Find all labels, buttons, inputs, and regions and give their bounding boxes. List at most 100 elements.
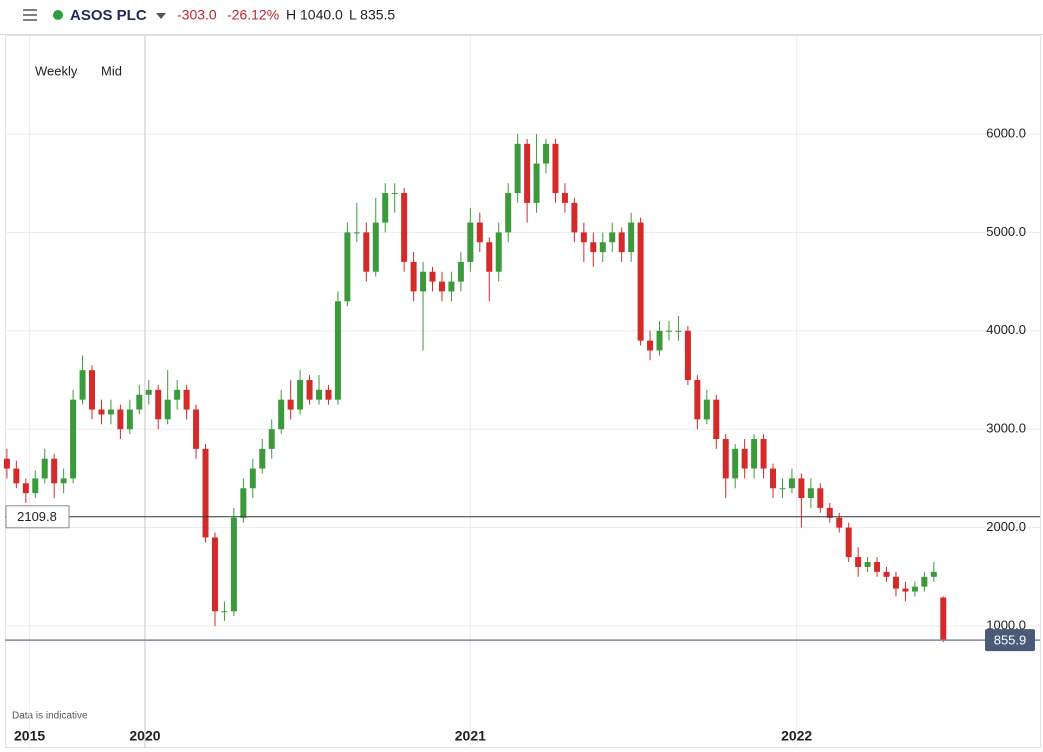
- candle-body: [505, 193, 512, 233]
- candle-body: [79, 370, 86, 400]
- y-tick-label: 1000.0: [986, 617, 1026, 632]
- price-mode[interactable]: Mid: [101, 63, 122, 78]
- candle-body: [22, 483, 29, 494]
- reference-label: 2109.8: [17, 509, 57, 524]
- candle-body: [174, 389, 181, 400]
- high-text: H 1040.0: [286, 7, 343, 23]
- x-tick-label: 2022: [781, 728, 812, 744]
- candle-body: [202, 448, 209, 538]
- candle-body: [760, 439, 767, 469]
- candle-body: [779, 488, 786, 490]
- candle-body: [297, 379, 304, 410]
- candle-body: [495, 232, 502, 272]
- x-tick-label: 2021: [455, 728, 486, 744]
- candle-body: [647, 340, 654, 351]
- candle-body: [703, 399, 710, 420]
- candle-body: [268, 429, 275, 449]
- y-tick-label: 4000.0: [986, 322, 1026, 337]
- candle-body: [41, 458, 48, 479]
- candle-body: [628, 222, 635, 253]
- candle-body: [883, 571, 890, 577]
- candle-body: [117, 409, 124, 430]
- x-tick-label: 2015: [14, 728, 45, 744]
- candle-body: [533, 163, 540, 203]
- menu-icon[interactable]: [23, 9, 37, 21]
- candle-body: [136, 394, 143, 410]
- candle-body: [89, 370, 96, 410]
- interval[interactable]: Weekly: [35, 63, 78, 78]
- candle-body: [126, 409, 133, 430]
- dropdown-arrow[interactable]: [156, 13, 166, 19]
- candle-body: [60, 478, 67, 484]
- change-pct: -26.12%: [227, 7, 279, 23]
- candle-body: [864, 562, 871, 567]
- candle-body: [770, 468, 777, 489]
- candle-body: [107, 409, 114, 415]
- candle-body: [32, 478, 39, 494]
- candle-body: [344, 232, 351, 302]
- candle-body: [410, 261, 417, 292]
- instrument-name[interactable]: ASOS PLC: [70, 7, 147, 24]
- y-tick-label: 2000.0: [986, 519, 1026, 534]
- candle-body: [807, 488, 814, 499]
- low-text: L 835.5: [349, 7, 395, 23]
- candle-body: [221, 611, 228, 613]
- candle-body: [665, 330, 672, 332]
- candle-body: [618, 232, 625, 253]
- candle-body: [845, 527, 852, 558]
- candle-body: [382, 193, 389, 223]
- x-tick-label: 2020: [129, 728, 160, 744]
- candle-body: [855, 557, 862, 567]
- candle-body: [713, 399, 720, 440]
- candle-body: [892, 576, 899, 589]
- candle-body: [70, 399, 77, 479]
- candle-body: [325, 389, 332, 400]
- candle-body: [51, 458, 58, 484]
- candle-body: [911, 586, 918, 592]
- candle-body: [599, 242, 606, 253]
- candle-body: [552, 143, 559, 194]
- change: -303.0: [177, 7, 217, 23]
- y-tick-label: 6000.0: [986, 125, 1026, 140]
- candle-body: [467, 222, 474, 262]
- candle-body: [817, 488, 824, 508]
- candle-body: [287, 399, 294, 410]
- candle-body: [788, 478, 795, 489]
- candle-body: [249, 468, 256, 489]
- candle-body: [401, 193, 408, 262]
- candle-body: [13, 468, 20, 484]
- candle-body: [609, 232, 616, 243]
- candle-body: [921, 576, 928, 587]
- candle-body: [637, 222, 644, 341]
- candle-body: [353, 232, 360, 234]
- candle-body: [940, 597, 947, 641]
- note: Data is indicative: [12, 711, 88, 722]
- candle-body: [580, 232, 587, 243]
- status-dot: [53, 10, 63, 20]
- candle-body: [372, 222, 379, 272]
- candle-body: [590, 242, 597, 253]
- candle-body: [98, 409, 105, 415]
- candle-body: [930, 571, 937, 577]
- reference-label-box: [5, 505, 70, 529]
- candle-body: [145, 389, 152, 395]
- last-price-label: 855.9: [994, 633, 1027, 648]
- candle-body: [543, 143, 550, 164]
- candle-body: [684, 330, 691, 380]
- candle-body: [751, 439, 758, 469]
- candle-body: [561, 193, 568, 203]
- candle-body: [798, 478, 805, 499]
- candle-body: [155, 389, 162, 420]
- candle-body: [722, 439, 729, 479]
- candle-body: [476, 222, 483, 243]
- candle-body: [316, 389, 323, 400]
- candle-body: [420, 271, 427, 292]
- candle-body: [429, 271, 436, 282]
- candle-body: [732, 448, 739, 479]
- candle-body: [514, 143, 521, 194]
- candle-body: [3, 458, 10, 469]
- plot-frame: [5, 35, 1041, 748]
- candle-body: [240, 488, 247, 518]
